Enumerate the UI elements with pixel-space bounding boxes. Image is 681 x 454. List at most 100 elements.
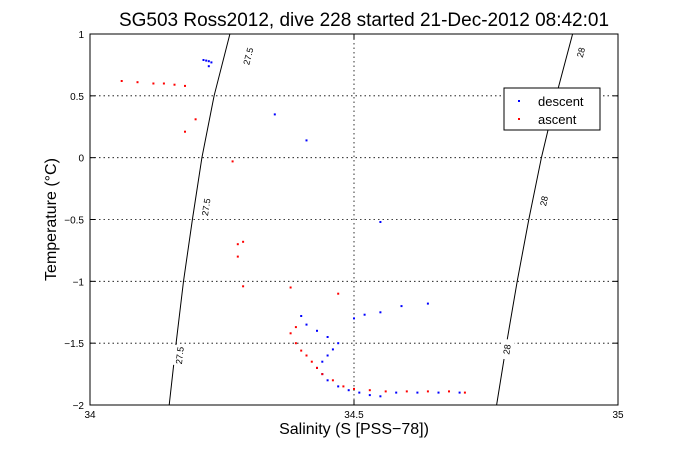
ascent-point	[342, 385, 345, 388]
ascent-point	[136, 81, 139, 84]
ascent-point	[321, 373, 324, 376]
y-tick-label: 1	[78, 30, 84, 41]
descent-point	[458, 391, 461, 394]
contour-label-bg	[499, 338, 515, 361]
contour-label-group: 27.5	[198, 196, 214, 218]
ascent-point	[120, 80, 123, 82]
density-contours: 27.5 27.5 27.5 28 28 28	[168, 33, 590, 406]
data-series	[120, 59, 466, 398]
descent-point	[300, 315, 303, 317]
ascent-point	[173, 83, 176, 86]
ascent-point	[294, 326, 297, 329]
descent-point	[416, 391, 419, 394]
descent-point	[331, 348, 334, 351]
contour-label-bg	[198, 196, 214, 218]
descent-point	[326, 354, 329, 357]
ascent-point	[194, 118, 197, 121]
contour-label: 28	[538, 195, 550, 207]
y-axis-label: Temperature (°C)	[43, 158, 60, 281]
ascent-point	[337, 292, 340, 295]
contour-label-group: 28	[499, 338, 515, 361]
ascent-point	[426, 390, 429, 393]
descent-point	[363, 313, 366, 316]
contour-label-bg	[536, 189, 552, 213]
ascent-point	[231, 160, 234, 163]
grid-lines	[90, 34, 618, 405]
series-ascent	[120, 80, 466, 394]
ascent-point	[289, 286, 292, 289]
chart-title: SG503 Ross2012, dive 228 started 21-Dec-…	[119, 10, 609, 31]
descent-point	[337, 385, 340, 388]
contour-label: 28	[575, 46, 587, 58]
y-tick-label: −1.5	[64, 339, 84, 350]
ascent-point	[316, 366, 318, 369]
descent-point	[400, 305, 403, 308]
ascent-point	[294, 342, 297, 345]
ascent-point	[236, 243, 239, 246]
ascent-point	[405, 390, 408, 393]
ascent-point	[289, 332, 292, 335]
descent-point	[379, 311, 382, 314]
ascent-point	[448, 390, 450, 393]
y-tick-label: −2	[73, 401, 85, 412]
legend-box	[503, 87, 601, 131]
ascent-point	[236, 255, 239, 258]
ascent-point	[331, 379, 334, 382]
descent-point	[316, 329, 318, 332]
ascent-point	[152, 82, 155, 85]
y-tick-label: −0.5	[64, 216, 84, 227]
contour-label-group: 27.5	[240, 45, 257, 68]
y-tick-label: −1	[73, 277, 85, 288]
ascent-point	[242, 285, 245, 288]
series-descent	[202, 59, 461, 398]
legend-entry-descent: descent	[538, 94, 584, 109]
x-axis-label: Salinity (S [PSS−78])	[279, 421, 429, 438]
descent-point	[202, 59, 205, 61]
descent-point	[326, 336, 329, 338]
descent-point	[210, 61, 213, 64]
descent-point	[379, 395, 382, 398]
ascent-point	[463, 391, 466, 394]
legend-marker-descent	[518, 100, 520, 102]
descent-point	[379, 221, 382, 223]
descent-point	[305, 139, 308, 142]
ascent-point	[353, 387, 355, 390]
contour-label-group: 27.5	[172, 344, 187, 367]
legend-marker-ascent	[518, 118, 520, 120]
descent-point	[273, 113, 276, 116]
contour-label-bg	[172, 344, 187, 367]
descent-point	[426, 302, 429, 305]
ascent-point	[310, 360, 313, 363]
contour-label-bg	[572, 41, 590, 64]
ascent-point	[162, 82, 165, 85]
contour-label: 27.5	[174, 346, 186, 365]
legend-entry-ascent: ascent	[538, 112, 577, 127]
ascent-point	[242, 240, 245, 243]
descent-point	[395, 391, 398, 394]
ascent-point	[184, 84, 186, 87]
descent-point	[326, 379, 329, 382]
descent-point	[305, 323, 308, 326]
x-tick-label: 34	[84, 410, 96, 421]
descent-point	[437, 391, 440, 394]
ascent-point	[300, 349, 303, 352]
descent-point	[321, 360, 324, 363]
legend: descent ascent	[503, 87, 601, 131]
contour-label: 27.5	[241, 47, 255, 66]
x-tick-label: 34.5	[344, 410, 364, 421]
contour-label: 27.5	[200, 198, 213, 217]
descent-point	[368, 394, 371, 397]
ascent-point	[184, 130, 186, 133]
ascent-point	[305, 354, 308, 357]
density-contour-0	[168, 33, 231, 406]
y-tick-label: 0	[78, 154, 84, 165]
contour-label-group: 28	[572, 41, 590, 64]
descent-point	[337, 342, 340, 345]
descent-point	[347, 389, 350, 392]
descent-point	[207, 60, 210, 63]
descent-point	[207, 65, 210, 68]
descent-point	[358, 391, 361, 394]
contour-label-group: 28	[536, 189, 552, 213]
descent-point	[205, 59, 208, 62]
